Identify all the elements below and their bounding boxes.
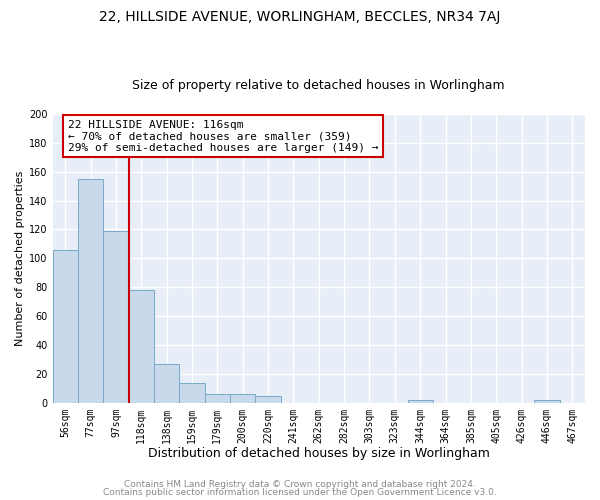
Bar (78, 179, 103, 402)
Text: Contains HM Land Registry data © Crown copyright and database right 2024.: Contains HM Land Registry data © Crown c… (124, 480, 476, 489)
Bar (128, 290, 154, 403)
Bar (179, 382, 205, 402)
X-axis label: Distribution of detached houses by size in Worlingham: Distribution of detached houses by size … (148, 447, 490, 460)
Bar (534, 400, 560, 402)
Bar (256, 396, 281, 402)
Title: Size of property relative to detached houses in Worlingham: Size of property relative to detached ho… (133, 79, 505, 92)
Bar (154, 364, 179, 403)
Text: 22 HILLSIDE AVENUE: 116sqm
← 70% of detached houses are smaller (359)
29% of sem: 22 HILLSIDE AVENUE: 116sqm ← 70% of deta… (68, 120, 378, 153)
Text: Contains public sector information licensed under the Open Government Licence v3: Contains public sector information licen… (103, 488, 497, 497)
Y-axis label: Number of detached properties: Number of detached properties (15, 170, 25, 346)
Bar (53, 250, 78, 402)
Text: 22, HILLSIDE AVENUE, WORLINGHAM, BECCLES, NR34 7AJ: 22, HILLSIDE AVENUE, WORLINGHAM, BECCLES… (100, 10, 500, 24)
Bar (230, 394, 256, 402)
Bar (103, 231, 128, 402)
Bar (407, 400, 433, 402)
Bar (205, 394, 230, 402)
